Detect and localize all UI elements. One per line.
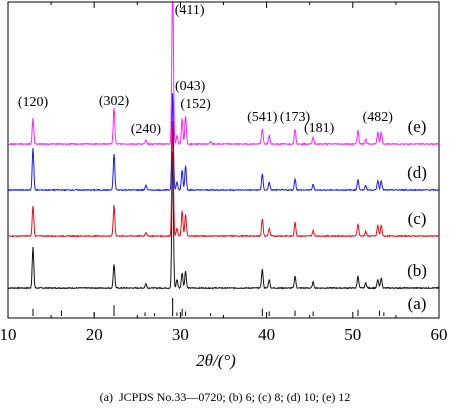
peak-label: (541): [247, 110, 278, 125]
x-axis-ticks: [7, 2, 440, 318]
peak-label: (120): [18, 95, 49, 110]
peak-label: (043): [175, 79, 206, 94]
x-tick-label: 30: [172, 325, 189, 344]
peak-label: (240): [131, 122, 162, 137]
x-tick-label: 50: [344, 325, 361, 344]
x-tick-label: 10: [0, 325, 17, 344]
series-labels: (b) (c) (d) (e) (a): [407, 117, 427, 313]
series-label: (b): [407, 261, 427, 280]
peak-label: (302): [99, 94, 130, 109]
x-tick-label: 60: [431, 325, 448, 344]
plot-frame: [7, 1, 440, 319]
peak-label: (411): [175, 3, 205, 18]
peak-label: (181): [304, 121, 335, 136]
reference-label: (a): [408, 294, 427, 313]
xrd-series: [7, 2, 440, 290]
x-tick-label: 20: [86, 325, 103, 344]
series-label: (e): [408, 117, 427, 136]
peak-labels: (120) (302)(240) (411) (043) (152) (541) (173)…: [18, 3, 393, 137]
caption-text: JCPDS No.33—0720; (b) 6; (c) 8; (d) 10; …: [119, 390, 351, 404]
series-line: [7, 120, 440, 238]
figure-caption: (a) JCPDS No.33—0720; (b) 6; (c) 8; (d) …: [0, 390, 450, 405]
series-label: (c): [408, 209, 427, 228]
x-tick-label: 40: [258, 325, 275, 344]
series-line: [7, 152, 440, 290]
x-axis-title: 2θ/(°): [196, 351, 236, 370]
series-line: [7, 2, 440, 146]
peak-label: (152): [180, 97, 211, 112]
x-tick-labels: 10 20 30 40 50 60: [0, 325, 448, 344]
peak-label: (173): [280, 110, 311, 125]
caption-lead: (a): [99, 390, 113, 404]
peak-label: (482): [363, 110, 394, 125]
series-line: [7, 93, 440, 192]
series-label: (d): [407, 163, 427, 182]
reference-pattern: [32, 298, 385, 316]
